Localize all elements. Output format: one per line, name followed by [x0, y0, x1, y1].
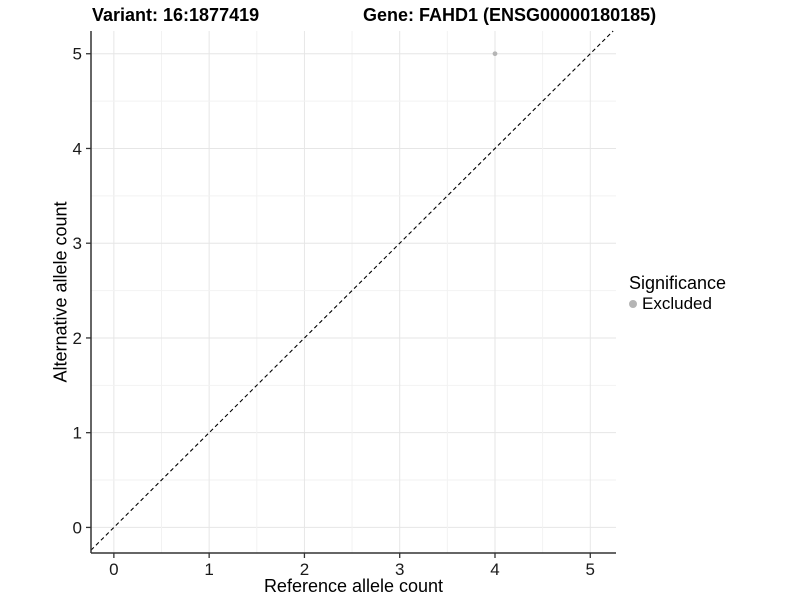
data-point-excluded: [492, 51, 498, 57]
x-tick-label-4: 4: [490, 560, 499, 579]
x-tick-label-5: 5: [586, 560, 595, 579]
legend-title: Significance: [629, 273, 727, 293]
x-tick-label-3: 3: [395, 560, 404, 579]
y-tick-label-0: 0: [73, 518, 82, 537]
legend-item-excluded: Excluded: [629, 294, 726, 314]
y-tick-label-5: 5: [73, 45, 82, 64]
x-axis-label: Reference allele count: [263, 576, 444, 596]
excluded-point-icon: [629, 300, 637, 308]
x-tick-label-1: 1: [204, 560, 213, 579]
y-tick-label-1: 1: [73, 424, 82, 443]
legend: Significance Excluded: [629, 273, 726, 314]
y-tick-label-3: 3: [73, 234, 82, 253]
x-tick-label-0: 0: [109, 560, 118, 579]
x-tick-label-2: 2: [300, 560, 309, 579]
legend-item-label: Excluded: [642, 294, 712, 313]
plot-title-variant: Variant: 16:1877419: [92, 5, 260, 25]
plot-title-gene: Gene: FAHD1 (ENSG00000180185): [363, 5, 657, 25]
y-axis-label: Alternative allele count: [50, 201, 71, 383]
identity-line: [90, 30, 614, 551]
y-tick-label-2: 2: [73, 329, 82, 348]
y-tick-label-4: 4: [73, 139, 82, 158]
panel-background: [91, 31, 616, 553]
